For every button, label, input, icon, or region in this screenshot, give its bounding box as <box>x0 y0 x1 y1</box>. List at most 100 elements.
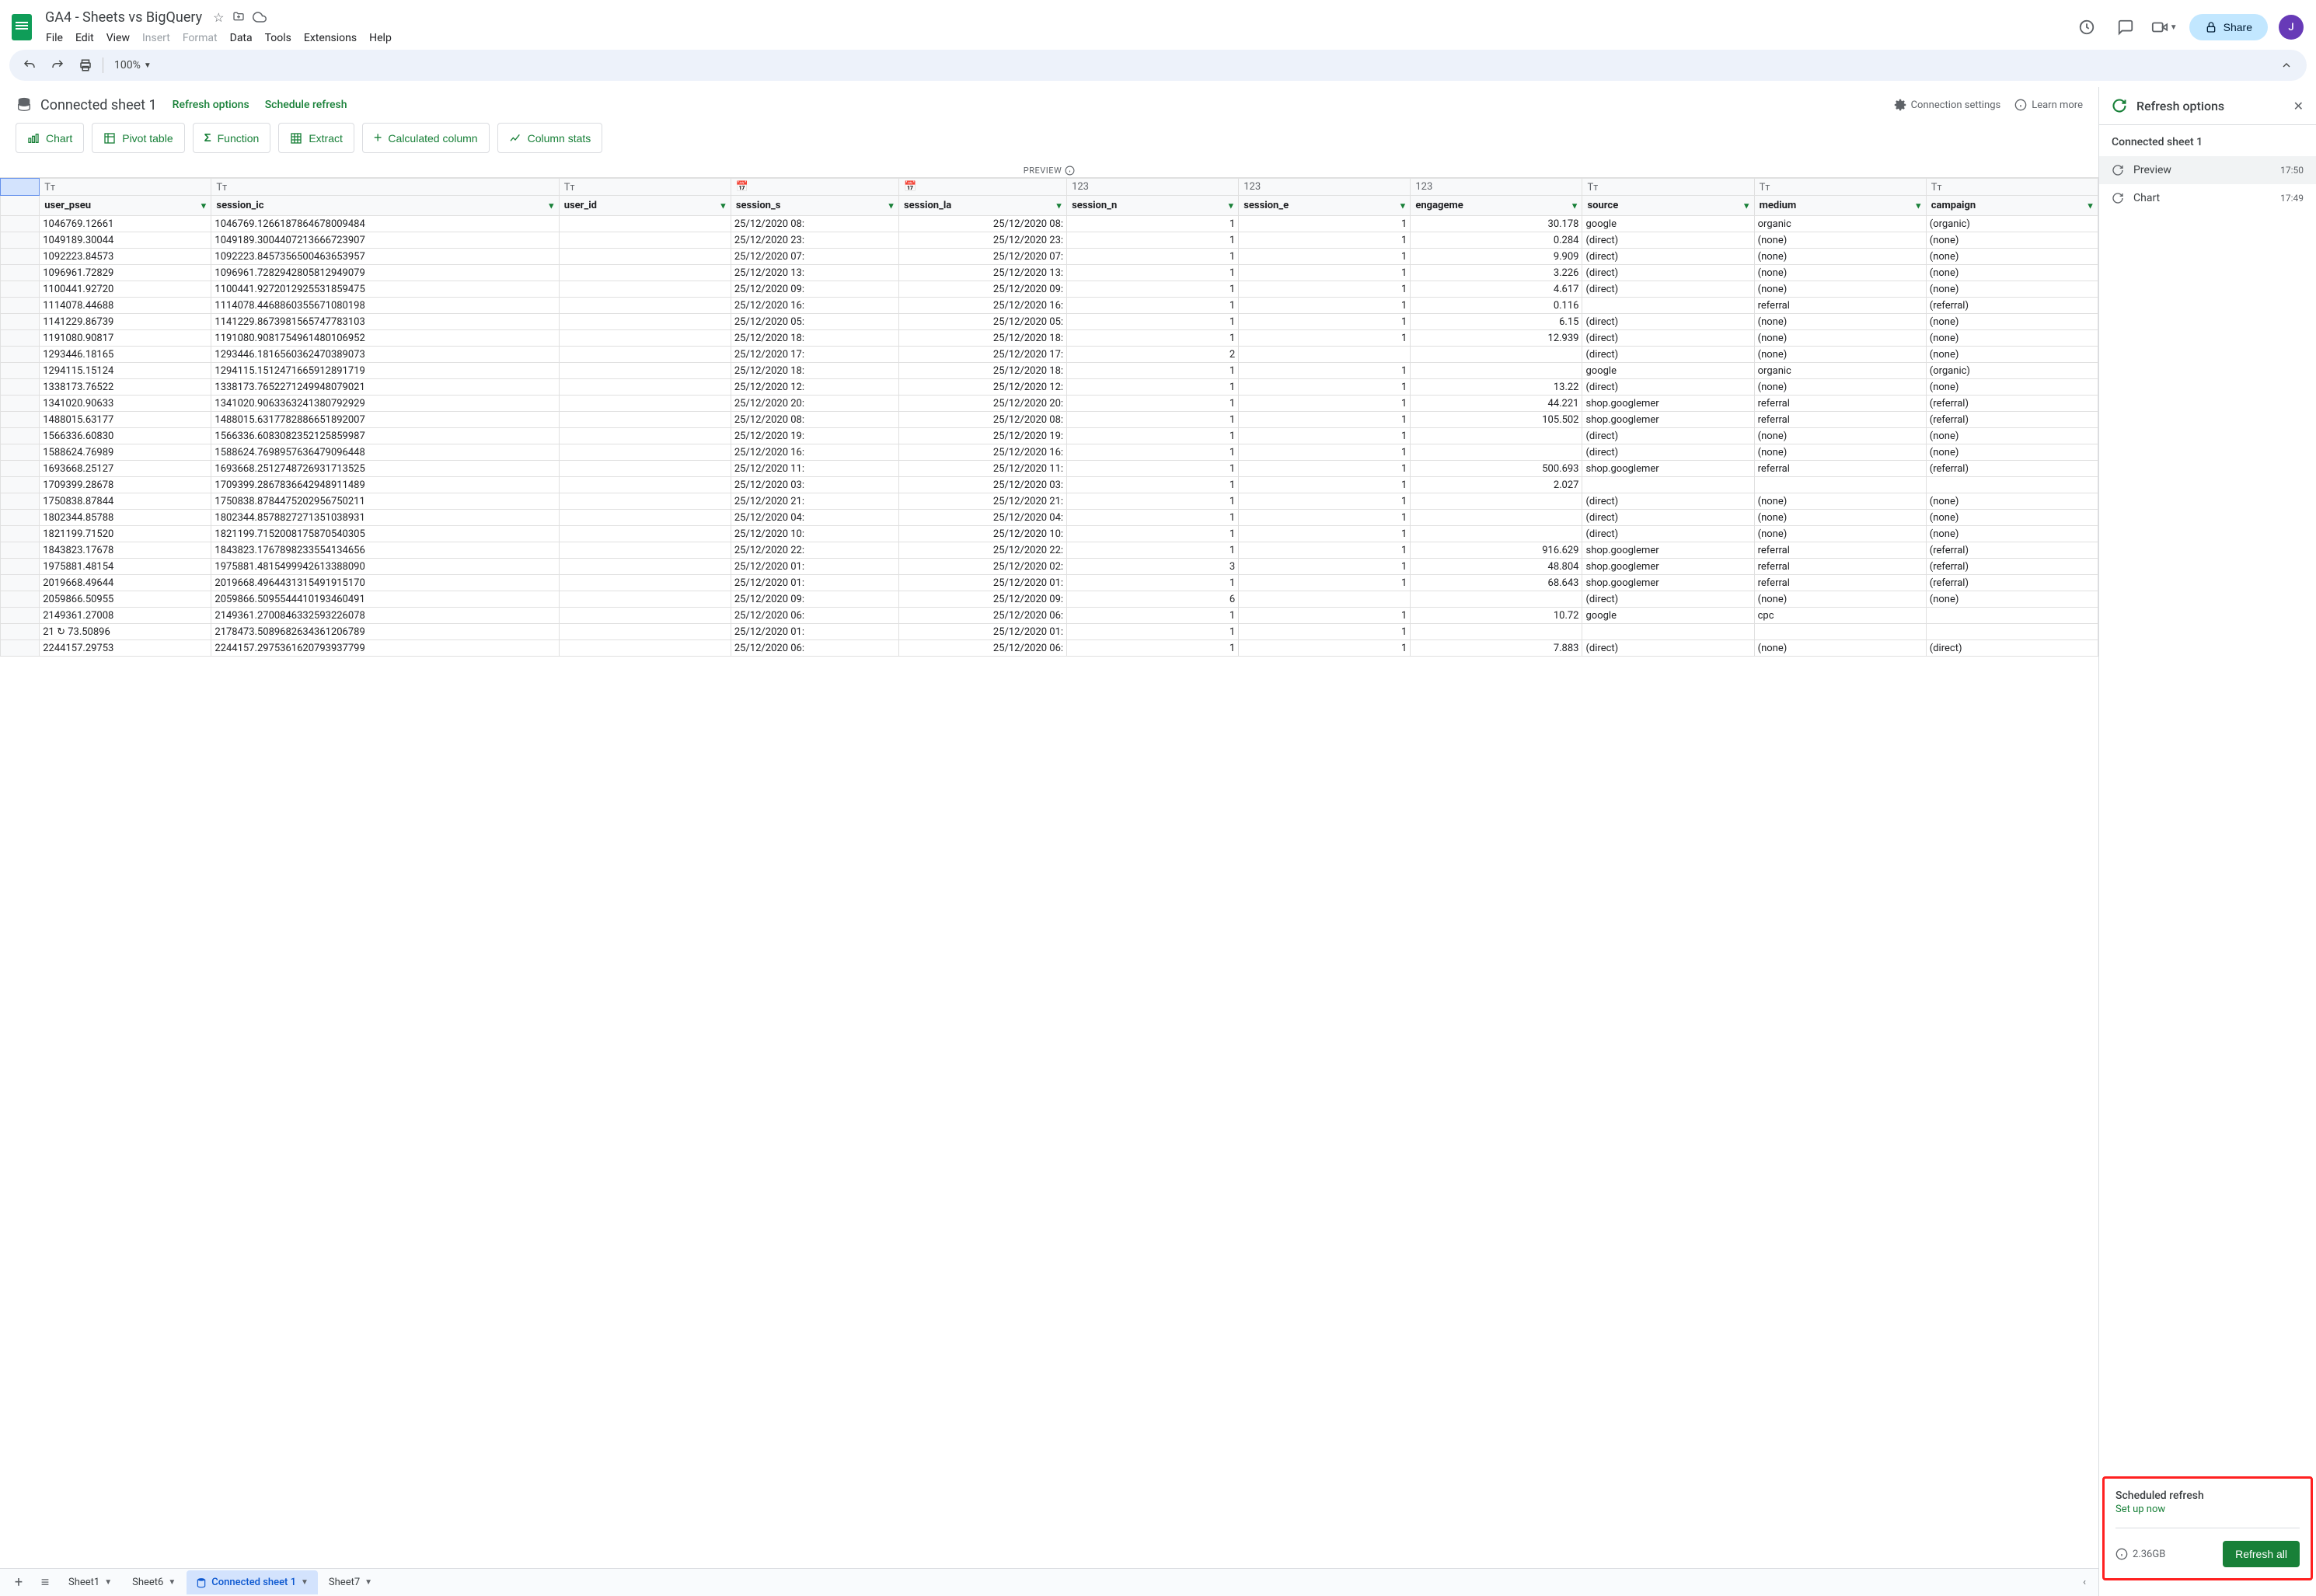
cell[interactable] <box>1754 477 1926 493</box>
cell[interactable]: 25/12/2020 16: <box>898 298 1066 314</box>
cell[interactable]: (none) <box>1926 249 2098 265</box>
cell[interactable]: (direct) <box>1582 510 1754 526</box>
cell[interactable]: 25/12/2020 07: <box>898 249 1066 265</box>
undo-icon[interactable] <box>19 54 40 76</box>
cell[interactable]: (organic) <box>1926 216 2098 232</box>
table-row[interactable]: 2244157.297532244157.2975361620793937799… <box>1 640 2098 657</box>
cell[interactable]: referral <box>1754 461 1926 477</box>
cell[interactable] <box>559 444 731 461</box>
chevron-down-icon[interactable]: ▼ <box>364 1578 372 1587</box>
table-row[interactable]: 1294115.151241294115.1512471665912891719… <box>1 363 2098 379</box>
table-row[interactable]: 1566336.608301566336.6083082352125859987… <box>1 428 2098 444</box>
cell[interactable] <box>1239 591 1411 608</box>
cell[interactable]: 25/12/2020 10: <box>898 526 1066 542</box>
cell[interactable]: 1 <box>1067 444 1239 461</box>
cell[interactable]: 25/12/2020 07: <box>731 249 898 265</box>
cell[interactable]: 1 <box>1239 265 1411 281</box>
cell[interactable]: (direct) <box>1926 640 2098 657</box>
table-row[interactable]: 1141229.867391141229.8673981565747783103… <box>1 314 2098 330</box>
cell[interactable]: (none) <box>1754 265 1926 281</box>
cell[interactable]: 1096961.72829 <box>40 265 211 281</box>
cell[interactable]: 1 <box>1067 298 1239 314</box>
table-row[interactable]: 2019668.496442019668.4964431315491915170… <box>1 575 2098 591</box>
cell[interactable]: 25/12/2020 16: <box>731 298 898 314</box>
cell[interactable]: 1488015.6317782886651892007 <box>211 412 559 428</box>
cell[interactable]: (direct) <box>1582 526 1754 542</box>
print-icon[interactable] <box>75 54 96 76</box>
table-row[interactable]: 1488015.631771488015.6317782886651892007… <box>1 412 2098 428</box>
cell[interactable] <box>559 608 731 624</box>
cell[interactable]: 25/12/2020 09: <box>898 281 1066 298</box>
cell[interactable]: 25/12/2020 01: <box>898 624 1066 640</box>
menu-tools[interactable]: Tools <box>260 29 297 47</box>
filter-icon[interactable]: ▼ <box>1055 200 1063 211</box>
cell[interactable] <box>1239 347 1411 363</box>
cell[interactable] <box>559 265 731 281</box>
cell[interactable]: 1294115.1512471665912891719 <box>211 363 559 379</box>
cell[interactable]: 2.027 <box>1411 477 1582 493</box>
cell[interactable]: shop.googlemer <box>1582 396 1754 412</box>
cell[interactable]: 2 <box>1067 347 1239 363</box>
cell[interactable]: 1114078.4468860355671080198 <box>211 298 559 314</box>
cell[interactable]: (referral) <box>1926 542 2098 559</box>
cell[interactable]: 1 <box>1067 526 1239 542</box>
cell[interactable] <box>559 624 731 640</box>
cell[interactable]: 1 <box>1067 461 1239 477</box>
cell[interactable]: 25/12/2020 18: <box>898 363 1066 379</box>
cell[interactable]: 10.72 <box>1411 608 1582 624</box>
cell[interactable]: (none) <box>1754 493 1926 510</box>
cell[interactable]: 25/12/2020 23: <box>731 232 898 249</box>
cell[interactable]: 3 <box>1067 559 1239 575</box>
cell[interactable]: (none) <box>1754 510 1926 526</box>
cell[interactable]: 1341020.9063363241380792929 <box>211 396 559 412</box>
cell[interactable]: 25/12/2020 09: <box>731 591 898 608</box>
cell[interactable]: 1588624.76989 <box>40 444 211 461</box>
cell[interactable]: 1 <box>1067 608 1239 624</box>
cell[interactable]: 25/12/2020 08: <box>898 216 1066 232</box>
cell[interactable]: (none) <box>1926 591 2098 608</box>
redo-icon[interactable] <box>47 54 68 76</box>
cell[interactable]: 25/12/2020 02: <box>898 559 1066 575</box>
zoom-selector[interactable]: 100% ▼ <box>110 56 156 75</box>
cell[interactable] <box>1411 591 1582 608</box>
cell[interactable]: 25/12/2020 19: <box>898 428 1066 444</box>
cell[interactable]: 25/12/2020 08: <box>731 216 898 232</box>
cell[interactable]: 1 <box>1067 216 1239 232</box>
table-row[interactable]: 1049189.300441049189.3004407213666723907… <box>1 232 2098 249</box>
filter-icon[interactable]: ▼ <box>719 200 727 211</box>
history-icon[interactable] <box>2073 13 2101 41</box>
cell[interactable]: 1141229.86739 <box>40 314 211 330</box>
cell[interactable] <box>559 461 731 477</box>
cell[interactable]: (direct) <box>1582 379 1754 396</box>
cell[interactable]: (referral) <box>1926 298 2098 314</box>
refresh-all-button[interactable]: Refresh all <box>2223 1541 2300 1567</box>
cell[interactable]: 1 <box>1239 559 1411 575</box>
cell[interactable] <box>1926 608 2098 624</box>
cell[interactable]: 1046769.12661 <box>40 216 211 232</box>
cell[interactable]: 1100441.92720 <box>40 281 211 298</box>
cell[interactable]: (referral) <box>1926 412 2098 428</box>
table-row[interactable]: 1693668.251271693668.2512748726931713525… <box>1 461 2098 477</box>
cell[interactable]: 44.221 <box>1411 396 1582 412</box>
cell[interactable]: 1 <box>1067 428 1239 444</box>
cell[interactable]: (none) <box>1926 379 2098 396</box>
cell[interactable] <box>559 510 731 526</box>
cell[interactable]: 1 <box>1239 363 1411 379</box>
cell[interactable]: 1341020.90633 <box>40 396 211 412</box>
cell[interactable]: 1 <box>1239 379 1411 396</box>
cell[interactable]: 1 <box>1239 249 1411 265</box>
cell[interactable]: 1488015.63177 <box>40 412 211 428</box>
cell[interactable]: 1 <box>1067 330 1239 347</box>
table-row[interactable]: 1191080.908171191080.9081754961480106952… <box>1 330 2098 347</box>
cell[interactable]: organic <box>1754 363 1926 379</box>
cell[interactable]: 1802344.85788 <box>40 510 211 526</box>
menu-format[interactable]: Format <box>177 29 223 47</box>
chevron-down-icon[interactable]: ▼ <box>168 1578 176 1587</box>
cell[interactable]: 25/12/2020 22: <box>731 542 898 559</box>
cell[interactable] <box>559 314 731 330</box>
cell[interactable]: (none) <box>1754 232 1926 249</box>
cell[interactable]: 25/12/2020 18: <box>731 363 898 379</box>
cell[interactable]: 25/12/2020 12: <box>731 379 898 396</box>
cell[interactable]: 3.226 <box>1411 265 1582 281</box>
cell[interactable]: 25/12/2020 03: <box>898 477 1066 493</box>
